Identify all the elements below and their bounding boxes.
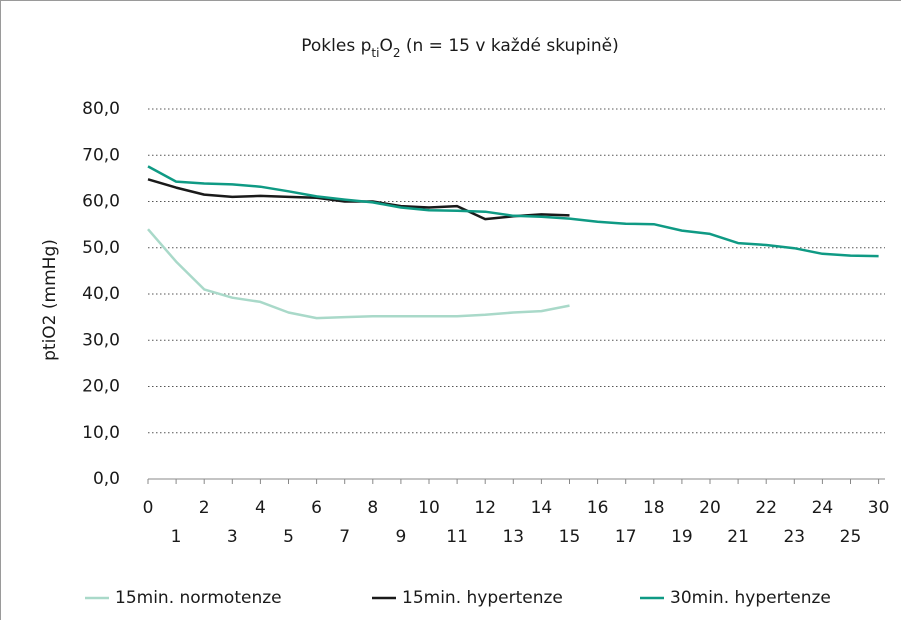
chart-title: Pokles ptiO2 (n = 15 v každé skupině) (301, 36, 618, 60)
y-tick-label: 40,0 (82, 284, 120, 304)
x-tick-label: 2 (199, 498, 210, 518)
y-tick-label: 20,0 (82, 377, 120, 397)
x-tick-label: 15 (559, 527, 581, 547)
x-tick-label: 6 (311, 498, 322, 518)
y-tick-label: 50,0 (82, 238, 120, 258)
x-tick-label: 21 (727, 527, 749, 547)
series-line (147, 165, 879, 258)
x-tick-label: 16 (587, 498, 609, 518)
title-part: O (379, 36, 392, 56)
x-tick-label: 23 (783, 527, 805, 547)
x-tick-label: 20 (699, 498, 721, 518)
x-tick-label: 24 (812, 498, 834, 518)
x-tick-label: 1 (171, 527, 182, 547)
x-tick-label: 17 (615, 527, 637, 547)
x-tick-label: 8 (367, 498, 378, 518)
y-axis-label: ptiO2 (mmHg) (40, 239, 60, 361)
legend-label: 15min. hypertenze (402, 588, 563, 608)
y-tick-label: 10,0 (82, 423, 120, 443)
x-tick-label: 11 (446, 527, 468, 547)
title-part: ti (371, 46, 379, 60)
x-tick-label: 12 (474, 498, 496, 518)
y-tick-label: 60,0 (82, 192, 120, 212)
x-tick-label: 10 (418, 498, 440, 518)
legend-label: 30min. hypertenze (670, 588, 831, 608)
title-part: (n = 15 v každé skupině) (400, 36, 618, 56)
x-tick-label: 3 (227, 527, 238, 547)
x-tick-label: 0 (143, 498, 154, 518)
x-tick-label: 14 (531, 498, 553, 518)
x-tick-label: 7 (339, 527, 350, 547)
y-tick-label: 80,0 (82, 99, 120, 119)
y-tick-label: 70,0 (82, 145, 120, 165)
title-part: Pokles p (301, 36, 371, 56)
y-tick-label: 30,0 (82, 330, 120, 350)
x-tick-label: 30 (868, 498, 890, 518)
x-tick-label: 5 (283, 527, 294, 547)
x-tick-label: 25 (840, 527, 862, 547)
x-tick-label: 9 (395, 527, 406, 547)
title-part: 2 (393, 46, 401, 60)
x-tick-label: 18 (643, 498, 665, 518)
series-line (147, 228, 570, 320)
y-tick-label: 0,0 (93, 469, 120, 489)
x-tick-label: 4 (255, 498, 266, 518)
x-tick-label: 22 (755, 498, 777, 518)
legend-label: 15min. normotenze (115, 588, 282, 608)
x-tick-label: 13 (502, 527, 524, 547)
x-tick-label: 19 (671, 527, 693, 547)
